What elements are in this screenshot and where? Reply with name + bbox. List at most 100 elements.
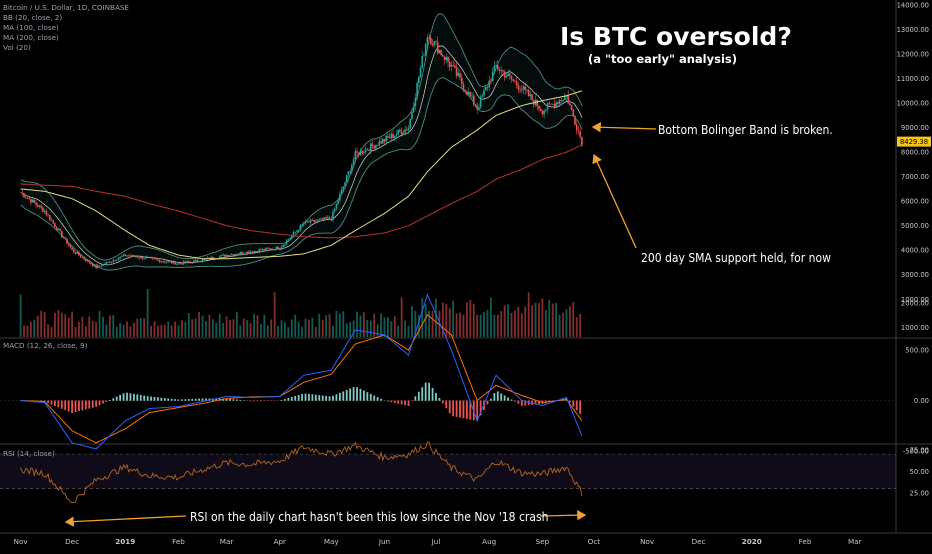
price-tick-label: 11000.00 (897, 75, 929, 83)
candle-body (380, 141, 382, 143)
candle-body (377, 145, 379, 146)
candle-body (229, 255, 231, 256)
macd-histogram-bar (195, 399, 197, 401)
candle-body (571, 105, 573, 109)
x-tick-label: Dec (65, 537, 79, 546)
volume-bar (411, 306, 413, 337)
volume-bar (191, 319, 193, 337)
candle-body (63, 237, 65, 238)
macd-histogram-bar (171, 399, 173, 401)
candle-body (44, 211, 46, 212)
macd-histogram-bar (339, 393, 341, 401)
volume-bar (277, 326, 279, 337)
volume-bar (463, 315, 465, 337)
volume-bar (384, 317, 386, 337)
x-tick-label: Feb (799, 537, 812, 546)
candle-body (135, 257, 137, 258)
candle-body (267, 248, 269, 249)
macd-histogram-bar (174, 399, 176, 401)
chart-subtitle: (a "too early" analysis) (588, 52, 737, 66)
candle-body (171, 261, 173, 263)
candle-body (64, 238, 66, 239)
macd-histogram-bar (329, 396, 331, 401)
volume-bar (195, 318, 197, 337)
volume-bar (75, 327, 77, 337)
macd-histogram-bar (466, 401, 468, 419)
candle-body (300, 225, 302, 230)
candle-body (524, 86, 526, 89)
candle-body (42, 208, 44, 212)
candle-body (166, 262, 168, 263)
macd-histogram-bar (421, 387, 423, 401)
candle-body (262, 249, 264, 250)
volume-bar (397, 326, 399, 337)
macd-histogram-bar (47, 401, 49, 404)
candle-body (176, 264, 178, 265)
volume-bar (236, 312, 238, 337)
macd-histogram-bar (106, 401, 108, 402)
x-tick-label: 2020 (742, 537, 762, 546)
candle-body (433, 41, 435, 45)
candle-body (542, 111, 544, 114)
candle-body (167, 261, 169, 262)
candle-body (178, 263, 180, 264)
macd-histogram-bar (181, 399, 183, 400)
candle-body (35, 203, 37, 205)
candle-body (530, 94, 532, 96)
macd-histogram-bar (239, 400, 241, 401)
candle-body (39, 206, 41, 207)
macd-histogram-bar (572, 401, 574, 407)
candle-body (68, 244, 70, 246)
volume-bar (291, 319, 293, 337)
volume-bar (112, 315, 114, 337)
candle-body (421, 56, 423, 68)
candle-body (411, 112, 413, 119)
volume-bar (287, 327, 289, 337)
volume-bar (421, 298, 423, 337)
price-tick-label: 4000.00 (901, 247, 929, 255)
macd-histogram-bar (57, 401, 59, 408)
macd-histogram-bar (263, 401, 265, 402)
candle-body (425, 44, 427, 56)
candle-body (92, 264, 94, 266)
candle-body (466, 91, 468, 94)
volume-bar (209, 315, 211, 337)
sma-annotation: 200 day SMA support held, for now (641, 251, 831, 265)
volume-bar (552, 304, 554, 337)
volume-bar (274, 292, 276, 337)
rsi-legend: RSI (14, close) (3, 449, 55, 459)
candle-body (339, 194, 341, 200)
volume-bar (219, 314, 221, 337)
candle-body (140, 257, 142, 258)
candle-body (99, 266, 101, 267)
candle-body (444, 57, 446, 60)
candle-body (253, 251, 255, 252)
candle-body (573, 110, 575, 117)
candle-body (118, 258, 120, 260)
volume-bar (130, 326, 132, 337)
candle-body (540, 109, 542, 111)
volume-bar (140, 318, 142, 337)
macd-histogram-bar (397, 401, 399, 404)
candle-body (305, 221, 307, 223)
macd-histogram-bar (71, 401, 73, 413)
volume-bar (174, 322, 176, 337)
volume-bar (559, 315, 561, 337)
macd-histogram-bar (428, 383, 430, 401)
volume-bar (37, 316, 39, 337)
volume-bar (504, 305, 506, 337)
volume-bar (459, 313, 461, 337)
macd-histogram-bar (445, 401, 447, 409)
x-tick-label: Apr (274, 537, 286, 546)
candle-body (351, 165, 353, 172)
volume-bar (531, 305, 533, 337)
candle-body (397, 130, 399, 134)
macd-histogram-bar (390, 401, 392, 403)
candle-body (415, 98, 417, 107)
volume-bar (418, 315, 420, 337)
candle-body (322, 218, 324, 219)
macd-histogram-bar (167, 398, 169, 400)
macd-legend: MACD (12, 26, close, 9) (3, 341, 88, 351)
volume-bar (528, 292, 530, 337)
volume-bar (466, 302, 468, 337)
